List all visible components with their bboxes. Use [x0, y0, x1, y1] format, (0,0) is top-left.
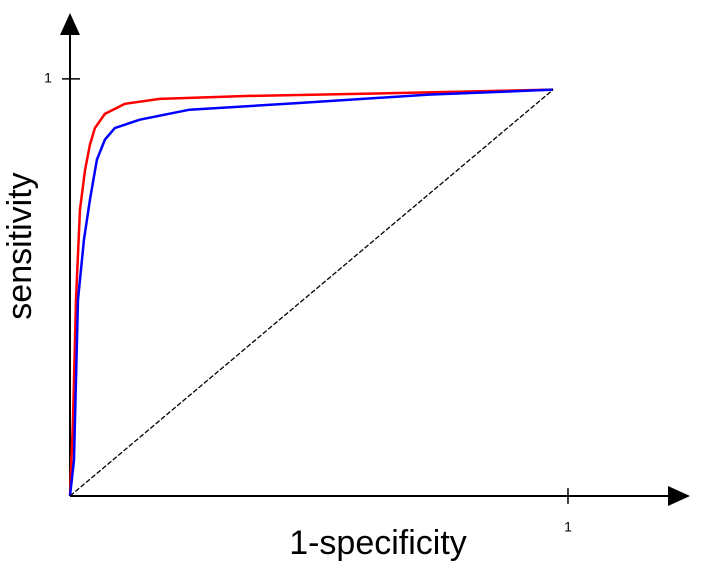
- y-axis-arrow: [60, 13, 80, 35]
- x-axis-arrow: [668, 486, 690, 506]
- reference-line: [69, 89, 554, 497]
- roc-curve: [68, 88, 554, 497]
- roc-curve: [68, 88, 554, 497]
- x-axis-label: 1-specificity: [289, 524, 467, 562]
- y-axis-label: sensitivity: [1, 172, 39, 319]
- x-tick-label: 1: [564, 519, 572, 535]
- y-tick-label: 1: [44, 70, 52, 86]
